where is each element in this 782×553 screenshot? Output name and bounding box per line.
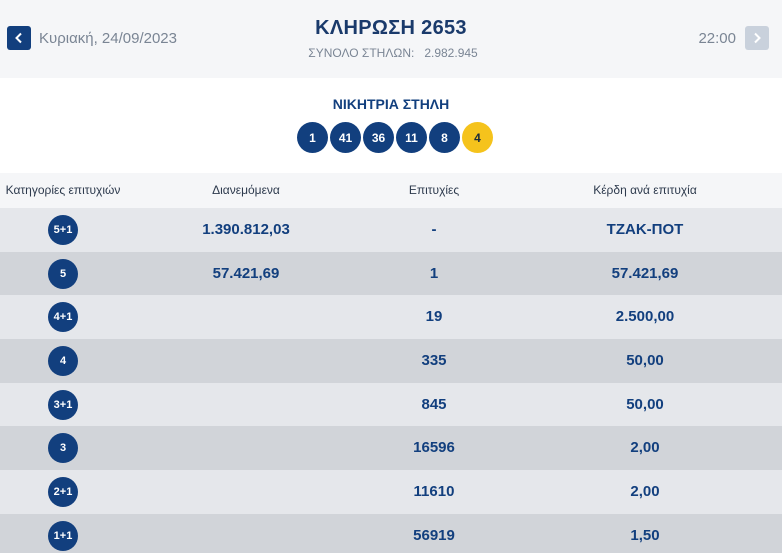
table-row: 1+1 56919 1,50 <box>0 513 782 553</box>
winners-cell: 11610 <box>413 483 455 501</box>
header-winners: Επιτυχίες <box>408 183 460 197</box>
draw-header: Κυριακή, 24/09/2023 ΚΛΗΡΩΣΗ 2653 ΣΥΝΟΛΟ … <box>0 0 782 78</box>
table-row: 4+1 19 2.500,00 <box>0 295 782 340</box>
previous-draw-button[interactable] <box>7 26 31 50</box>
draw-title: ΚΛΗΡΩΣΗ 2653 <box>315 17 467 39</box>
joker-number-ball: 4 <box>462 122 493 153</box>
category-badge: 3 <box>48 433 78 464</box>
results-table-header: Κατηγορίες επιτυχιών Διανεμόμενα Επιτυχί… <box>0 173 782 208</box>
category-badge: 5 <box>48 258 78 289</box>
header-distributed: Διανεμόμενα <box>212 183 280 197</box>
results-table-body: 5+1 1.390.812,03 - ΤΖΑΚ-ΠΟΤ 5 57.421,69 … <box>0 208 782 553</box>
header-prize-per-winner: Κέρδη ανά επιτυχία <box>593 183 697 197</box>
table-row: 2+1 11610 2,00 <box>0 470 782 514</box>
winners-cell: 335 <box>421 352 447 370</box>
table-row: 4 335 50,00 <box>0 339 782 383</box>
table-row: 5 57.421,69 1 57.421,69 <box>0 251 782 296</box>
prize-cell: 50,00 <box>626 352 664 370</box>
prize-cell: 57.421,69 <box>611 264 679 282</box>
table-row: 5+1 1.390.812,03 - ΤΖΑΚ-ΠΟΤ <box>0 208 782 252</box>
prize-cell: 2,00 <box>630 439 660 457</box>
category-badge: 4+1 <box>48 302 78 333</box>
category-badge: 4 <box>48 346 78 377</box>
winners-cell: 845 <box>421 395 447 413</box>
prize-cell: ΤΖΑΚ-ΠΟΤ <box>606 221 684 238</box>
winning-number-ball: 8 <box>429 122 460 153</box>
distributed-cell: 57.421,69 <box>212 264 280 282</box>
table-row: 3+1 845 50,00 <box>0 382 782 427</box>
winning-column-title: ΝΙΚΗΤΡΙΑ ΣΤΗΛΗ <box>332 96 450 112</box>
winners-cell: 56919 <box>413 526 455 544</box>
total-columns-label: ΣΥΝΟΛΟ ΣΤΗΛΩΝ: <box>308 46 415 60</box>
draw-info: ΚΛΗΡΩΣΗ 2653 ΣΥΝΟΛΟ ΣΤΗΛΩΝ: 2.982.945 <box>0 14 782 60</box>
winning-number-ball: 36 <box>363 122 394 153</box>
winning-numbers: 1 41 36 11 8 4 <box>0 122 782 153</box>
distributed-cell: 1.390.812,03 <box>202 221 290 238</box>
category-badge: 1+1 <box>48 520 78 551</box>
category-badge: 5+1 <box>48 215 78 245</box>
category-badge: 2+1 <box>48 477 78 508</box>
winning-number-ball: 1 <box>297 122 328 153</box>
winning-number-ball: 41 <box>330 122 361 153</box>
chevron-left-icon <box>15 32 22 44</box>
winners-cell: 1 <box>429 264 439 282</box>
prize-cell: 50,00 <box>626 395 664 413</box>
prize-cell: 2,00 <box>630 483 660 501</box>
header-categories: Κατηγορίες επιτυχιών <box>5 183 121 197</box>
draw-time: 22:00 <box>698 30 736 47</box>
category-badge: 3+1 <box>48 389 78 420</box>
table-row: 3 16596 2,00 <box>0 426 782 471</box>
winning-number-ball: 11 <box>396 122 427 153</box>
winners-cell: 19 <box>425 308 443 326</box>
draw-date: Κυριακή, 24/09/2023 <box>39 30 177 47</box>
next-draw-button[interactable] <box>745 26 769 50</box>
winners-cell: 16596 <box>413 439 455 457</box>
total-columns-value: 2.982.945 <box>424 46 478 60</box>
winners-cell: - <box>431 221 437 238</box>
chevron-right-icon <box>754 32 761 44</box>
prize-cell: 2.500,00 <box>615 308 675 326</box>
prize-cell: 1,50 <box>630 526 660 544</box>
total-columns: ΣΥΝΟΛΟ ΣΤΗΛΩΝ: 2.982.945 <box>0 46 782 60</box>
